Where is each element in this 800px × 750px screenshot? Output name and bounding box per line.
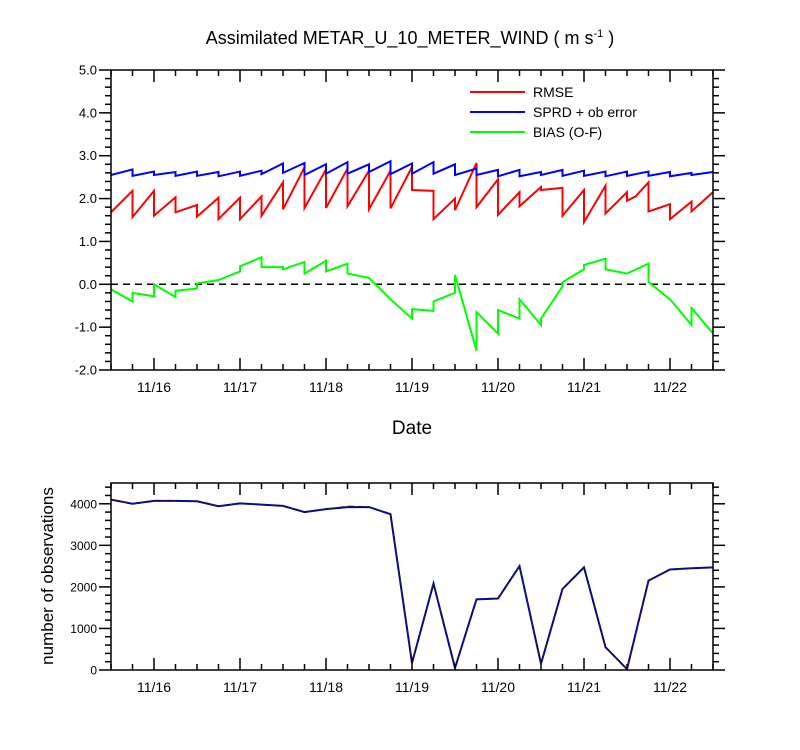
- x-tick-label: 11/18: [309, 679, 343, 695]
- x-tick-label: 11/17: [223, 379, 257, 395]
- wind-plot-frame: [110, 69, 714, 371]
- x-tick-label: 11/21: [567, 679, 601, 695]
- x-tick-label: 11/22: [653, 379, 687, 395]
- observations-axis-ticks: 11/16 11/17 11/18 11/19 11/20 11/21 11/22 0 1000…: [70, 483, 725, 695]
- wind-plot-area: [110, 159, 714, 351]
- y-tick-label: -1.0: [75, 320, 97, 335]
- legend-label: RMSE: [533, 84, 573, 100]
- y-tick-label: 2000: [70, 580, 97, 594]
- series-line-observations: [110, 498, 714, 672]
- x-tick-label: 11/22: [653, 679, 687, 695]
- chart-title-units: ( m s: [553, 28, 593, 48]
- legend-label: SPRD + ob error: [533, 104, 637, 120]
- wind-axis-ticks: 11/16 11/17 11/18 11/19 11/20 11/21 11/22 -2.0 -…: [75, 63, 725, 395]
- y-axis-label: number of observations: [38, 487, 57, 665]
- legend: RMSE SPRD + ob error BIAS (O-F): [470, 84, 637, 140]
- series-line-rmse: [110, 162, 714, 226]
- x-tick-label: 11/16: [137, 379, 171, 395]
- observations-plot-frame: [110, 482, 714, 671]
- y-tick-label: 0: [90, 664, 97, 678]
- y-tick-label: 5.0: [79, 63, 97, 78]
- x-tick-label: 11/21: [567, 379, 601, 395]
- wind-chart: Assimilated METAR_U_10_METER_WIND ( m s-…: [75, 28, 725, 439]
- y-tick-label: 2.0: [79, 191, 97, 206]
- x-tick-label: 11/20: [481, 379, 515, 395]
- y-tick-label: 1000: [70, 622, 97, 636]
- series-line-sprd-ob-error: [110, 159, 714, 178]
- x-tick-label: 11/17: [223, 679, 257, 695]
- legend-label: BIAS (O-F): [533, 124, 602, 140]
- y-tick-label: -2.0: [75, 363, 97, 378]
- x-tick-label: 11/19: [395, 379, 429, 395]
- x-tick-label: 11/19: [395, 679, 429, 695]
- chart-title-units-exponent: -1: [593, 28, 603, 40]
- observations-plot-area: [110, 498, 714, 672]
- chart-title-text: Assimilated METAR_U_10_METER_WIND: [206, 28, 549, 49]
- x-axis-label: Date: [392, 418, 432, 439]
- y-tick-label: 0.0: [79, 277, 97, 292]
- x-tick-label: 11/18: [309, 379, 343, 395]
- y-tick-label: 1.0: [79, 234, 97, 249]
- y-tick-label: 4000: [70, 497, 97, 511]
- x-tick-label: 11/20: [481, 679, 515, 695]
- observations-chart: 11/16 11/17 11/18 11/19 11/20 11/21 11/22 0 1000…: [38, 482, 725, 695]
- series-line-bias-o-f: [110, 255, 714, 351]
- y-tick-label: 3000: [70, 539, 97, 553]
- series-line-observations-dashed: [110, 499, 714, 671]
- x-tick-label: 11/16: [137, 679, 171, 695]
- chart-title: Assimilated METAR_U_10_METER_WIND ( m s-…: [206, 28, 615, 49]
- y-tick-label: 3.0: [79, 148, 97, 163]
- chart-title-units-close: ): [603, 28, 614, 48]
- y-tick-label: 4.0: [79, 105, 97, 120]
